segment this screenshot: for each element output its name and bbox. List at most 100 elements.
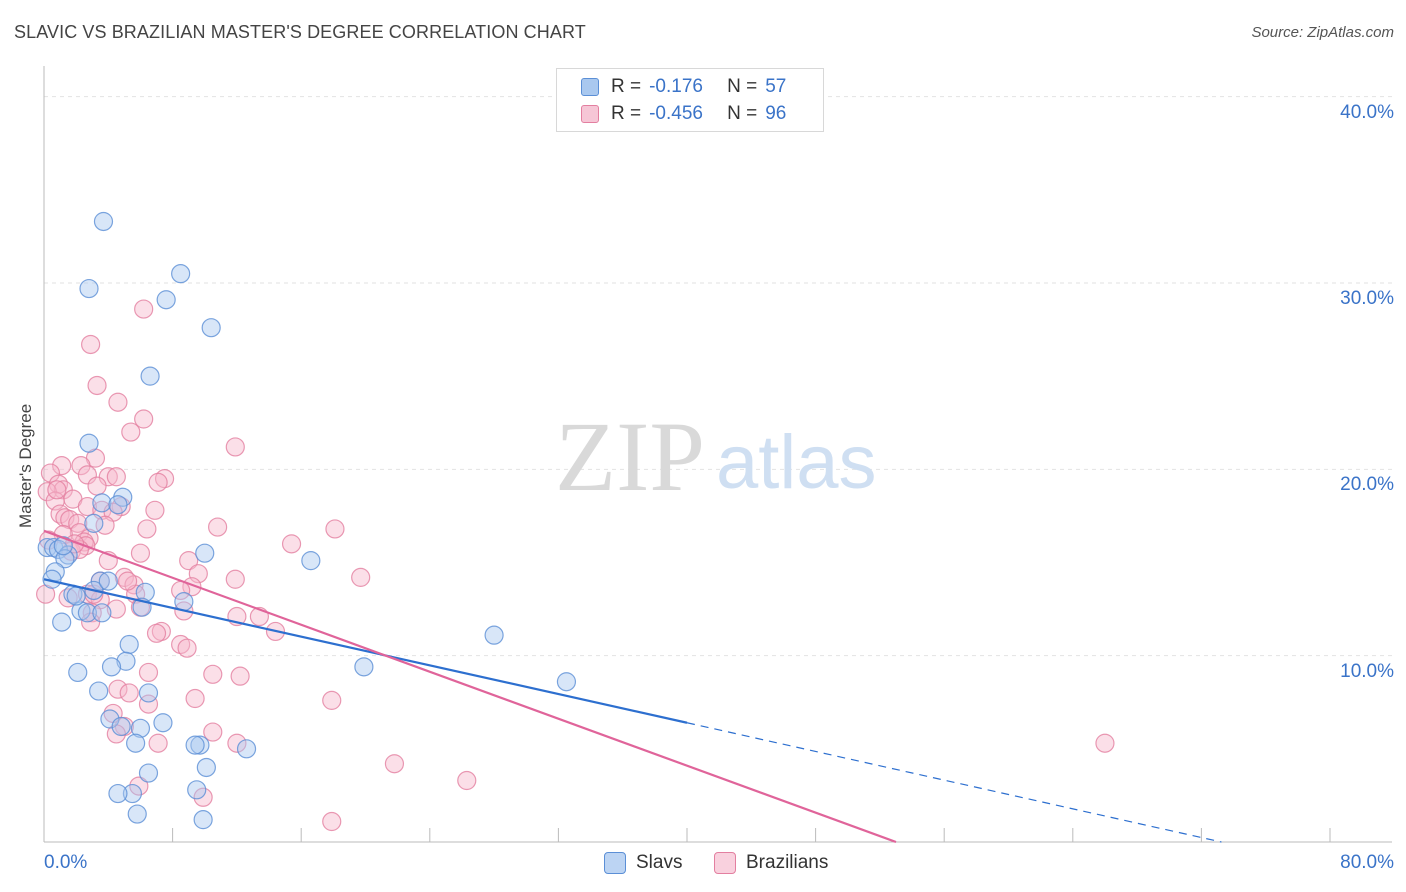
brazilians-point xyxy=(208,517,228,537)
brazilians-point xyxy=(325,519,345,539)
brazilians-point xyxy=(138,694,159,714)
legend-brazilians-swatch xyxy=(714,852,736,874)
slavs-point xyxy=(92,603,112,623)
brazilians-point xyxy=(457,770,477,791)
legend-slavs-label: Slavs xyxy=(636,852,683,873)
slavs-point xyxy=(77,603,98,623)
slavs-point xyxy=(90,571,110,591)
legend-slavs-swatch xyxy=(604,852,626,874)
brazilians-point xyxy=(117,571,138,591)
slavs-point xyxy=(138,683,159,703)
slavs-point xyxy=(127,804,147,824)
series-legend: Slavs Brazilians xyxy=(0,852,1406,878)
y-tick-label: 20.0% xyxy=(1340,474,1394,496)
slavs-point xyxy=(119,634,139,655)
brazilians-point xyxy=(384,754,405,774)
slavs-point xyxy=(190,735,210,755)
slavs-point xyxy=(138,763,159,783)
slavs-point xyxy=(58,545,78,565)
slavs-point xyxy=(66,586,86,606)
slavs-trend-line xyxy=(43,578,688,724)
brazilians-point xyxy=(322,811,342,832)
brazilians-point xyxy=(227,733,247,753)
brazilians-point xyxy=(47,480,67,500)
slavs-point xyxy=(52,612,72,632)
r-value: -0.176 xyxy=(649,76,703,97)
brazilians-point xyxy=(225,437,245,457)
brazilians-point xyxy=(87,476,107,496)
source-label: Source: ZipAtlas.com xyxy=(1251,24,1394,41)
y-axis-label: Master's Degree xyxy=(16,403,35,528)
r-label: R = xyxy=(611,76,642,97)
slavs-trend-line-extension xyxy=(686,722,1222,843)
y-axis-label-wrap: Master's Degree xyxy=(16,404,140,548)
legend-item-slavs: Slavs xyxy=(604,852,682,874)
slavs-point xyxy=(108,783,128,804)
slavs-point xyxy=(71,601,91,621)
legend-brazilians-label: Brazilians xyxy=(746,852,829,873)
slavs-point xyxy=(98,571,118,591)
slavs-point xyxy=(185,735,205,755)
legend-item-brazilians: Brazilians xyxy=(714,852,828,874)
watermark: ZIP atlas xyxy=(555,401,877,512)
brazilians-point xyxy=(230,666,250,686)
series-slavs-points xyxy=(37,211,577,830)
stats-legend-row-slavs: R = -0.176 N = 57 xyxy=(581,75,786,99)
slavs-point xyxy=(42,569,62,589)
brazilians-point xyxy=(281,534,302,554)
n-label: N = xyxy=(727,76,758,97)
slavs-point xyxy=(68,662,88,683)
slavs-point xyxy=(79,433,99,453)
slavs-point xyxy=(195,543,215,563)
brazilians-point xyxy=(52,455,72,476)
brazilians-point xyxy=(81,334,101,355)
trend-lines xyxy=(43,529,1222,844)
slavs-point xyxy=(301,551,321,571)
brazilians-point xyxy=(129,776,149,796)
brazilians-swatch xyxy=(581,105,599,123)
slavs-point xyxy=(126,733,146,753)
slavs-point xyxy=(79,278,99,299)
brazilians-point xyxy=(177,638,197,658)
slavs-point xyxy=(354,657,374,677)
watermark-zip: ZIP xyxy=(555,401,705,512)
slavs-point xyxy=(92,493,112,513)
gridlines xyxy=(44,96,1392,657)
slavs-point xyxy=(187,780,207,800)
slavs-point xyxy=(196,757,216,778)
brazilians-point xyxy=(145,500,165,520)
stats-legend: R = -0.176 N = 57 R = -0.456 N = 96 xyxy=(556,68,824,132)
brazilians-point xyxy=(185,688,205,709)
slavs-point xyxy=(193,810,213,830)
slavs-point xyxy=(130,718,151,738)
n-value: 96 xyxy=(765,103,787,124)
brazilians-point xyxy=(203,722,223,742)
brazilians-point xyxy=(203,664,223,684)
slavs-point xyxy=(100,709,120,729)
brazilians-point xyxy=(146,623,167,643)
brazilians-point xyxy=(40,463,61,483)
brazilians-point xyxy=(179,551,199,571)
y-tick-label: 40.0% xyxy=(1340,101,1394,123)
slavs-point xyxy=(174,592,194,612)
slavs-point xyxy=(153,713,173,733)
slavs-point xyxy=(201,318,221,338)
x-tick-min: 0.0% xyxy=(44,852,88,873)
y-tick-label: 30.0% xyxy=(1340,287,1394,309)
brazilians-point xyxy=(87,375,107,396)
brazilians-point xyxy=(108,392,128,412)
brazilians-point xyxy=(322,690,342,710)
brazilians-point xyxy=(148,733,168,753)
slavs-point xyxy=(101,657,122,677)
brazilians-point xyxy=(114,567,134,587)
brazilians-point xyxy=(121,422,141,442)
slavs-point xyxy=(140,366,160,386)
brazilians-point xyxy=(71,455,91,476)
x-tick-max: 80.0% xyxy=(1340,852,1394,873)
brazilians-point xyxy=(134,299,154,319)
r-label: R = xyxy=(611,103,642,124)
slavs-point xyxy=(484,625,504,645)
brazilians-point xyxy=(106,467,126,487)
watermark-atlas: atlas xyxy=(716,420,877,505)
